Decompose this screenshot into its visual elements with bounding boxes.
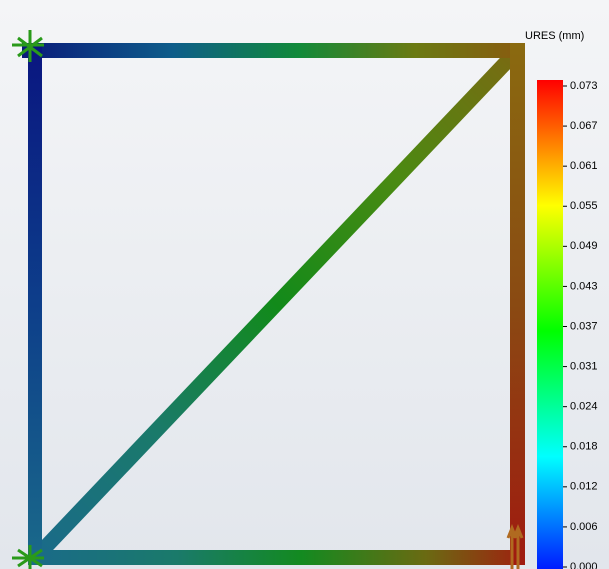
legend-label: 0.006 [570,521,598,533]
legend-label: 0.073 [570,80,598,92]
legend-label: 0.012 [570,481,598,493]
legend-label: 0.037 [570,320,598,332]
legend-label: 0.024 [570,401,598,413]
legend-label: 0.031 [570,360,598,372]
legend-label: 0.055 [570,200,598,212]
top-beam [22,43,525,58]
legend-title: URES (mm) [525,30,584,42]
legend-label: 0.000 [570,561,598,569]
left-beam [28,43,42,565]
legend-label: 0.061 [570,160,598,172]
legend-label: 0.049 [570,240,598,252]
legend-label: 0.043 [570,280,598,292]
bottom-beam [28,550,525,565]
legend-label: 0.067 [570,120,598,132]
page: URES (mm) 0.073 0.067 0.061 0.055 0.049 0.043… [0,0,609,569]
viewport: URES (mm) 0.073 0.067 0.061 0.055 0.049 0.043… [0,0,609,569]
color-scale [537,80,563,569]
legend-label: 0.018 [570,441,598,453]
right-beam [510,43,525,565]
